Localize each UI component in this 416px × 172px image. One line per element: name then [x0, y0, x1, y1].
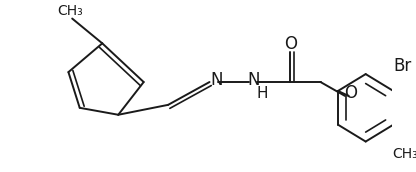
Text: N: N	[248, 71, 260, 89]
Text: Br: Br	[394, 57, 412, 75]
Text: N: N	[211, 71, 223, 89]
Text: CH₃: CH₃	[392, 147, 416, 162]
Text: O: O	[344, 84, 357, 102]
Text: CH₃: CH₃	[57, 4, 83, 18]
Text: O: O	[284, 35, 297, 53]
Text: H: H	[256, 87, 268, 101]
